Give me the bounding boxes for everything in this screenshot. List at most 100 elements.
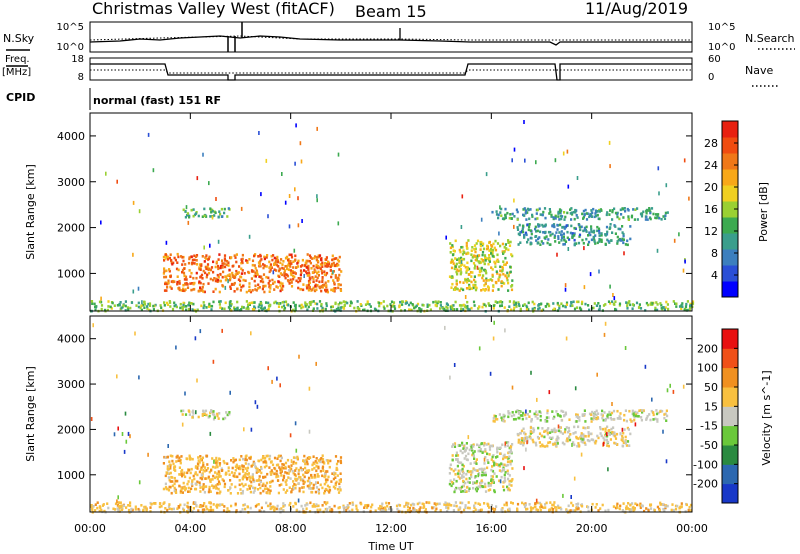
data-cell — [507, 410, 510, 413]
data-cell — [473, 504, 476, 508]
data-cell — [559, 426, 562, 429]
data-cell — [311, 463, 314, 467]
data-cell — [554, 240, 557, 243]
data-cell — [262, 280, 265, 284]
data-cell — [163, 259, 166, 262]
data-cell — [450, 467, 453, 471]
data-cell — [563, 430, 567, 434]
data-cell — [557, 504, 560, 508]
data-cell — [398, 504, 402, 507]
data-cell — [481, 451, 484, 454]
data-cell — [595, 413, 598, 417]
data-cell — [230, 471, 234, 474]
data-cell — [479, 481, 482, 485]
data-cell — [488, 249, 491, 252]
data-cell — [275, 263, 279, 267]
data-cell — [242, 465, 245, 468]
data-cell — [468, 283, 471, 287]
data-cell — [294, 483, 297, 487]
data-cell — [499, 304, 502, 308]
data-cell — [536, 208, 539, 212]
data-cell — [563, 227, 566, 230]
data-cell — [257, 479, 260, 482]
data-cell — [317, 274, 320, 277]
data-cell — [120, 504, 123, 507]
data-cell — [613, 441, 616, 445]
data-cell — [487, 484, 490, 488]
data-cell — [574, 509, 577, 512]
data-cell — [551, 410, 554, 413]
data-cell — [287, 268, 291, 271]
data-cell — [683, 158, 686, 163]
data-cell — [595, 439, 598, 443]
data-cell — [490, 458, 493, 461]
data-cell — [188, 301, 191, 305]
data-cell — [609, 209, 612, 212]
data-cell — [462, 479, 465, 483]
data-cell — [198, 280, 201, 283]
data-cell — [217, 239, 220, 244]
data-cell — [228, 473, 231, 476]
data-cell — [315, 258, 318, 262]
data-cell — [594, 212, 597, 215]
colorbar-swatch — [722, 121, 738, 138]
data-cell — [465, 442, 468, 445]
data-cell — [257, 261, 261, 264]
data-cell — [607, 440, 610, 444]
data-cell — [495, 259, 498, 263]
data-cell — [261, 277, 264, 281]
data-cell — [522, 437, 525, 440]
data-cell — [338, 273, 341, 277]
data-cell — [570, 300, 573, 304]
data-cell — [412, 508, 415, 512]
data-cell — [597, 302, 600, 305]
data-cell — [628, 444, 631, 447]
data-cell — [119, 501, 122, 504]
data-cell — [331, 472, 334, 475]
data-cell — [559, 223, 562, 227]
data-cell — [305, 284, 308, 287]
data-cell — [644, 309, 647, 312]
data-cell — [616, 242, 619, 245]
data-cell — [314, 275, 317, 278]
data-cell — [499, 300, 502, 303]
data-cell — [144, 505, 147, 509]
data-cell — [345, 509, 348, 512]
data-cell — [279, 289, 282, 293]
data-cell — [173, 476, 176, 480]
data-cell — [512, 309, 515, 312]
data-cell — [604, 430, 607, 433]
data-cell — [252, 270, 255, 273]
nave-label: Nave — [745, 64, 773, 77]
data-cell — [280, 483, 283, 486]
data-cell — [599, 238, 602, 242]
data-cell — [654, 216, 657, 220]
data-cell — [483, 284, 486, 287]
data-cell — [174, 303, 177, 307]
data-cell — [320, 457, 323, 460]
data-cell — [374, 308, 378, 312]
data-cell — [206, 463, 209, 466]
data-cell — [526, 240, 529, 244]
data-cell — [294, 308, 297, 312]
data-cell — [214, 466, 217, 469]
data-cell — [445, 502, 448, 506]
data-cell — [529, 506, 532, 509]
data-cell — [575, 214, 578, 217]
data-cell — [547, 230, 551, 234]
data-cell — [275, 285, 278, 288]
data-cell — [445, 506, 448, 509]
data-cell — [307, 283, 310, 287]
data-cell — [200, 466, 203, 469]
data-cell — [611, 231, 614, 234]
data-cell — [196, 176, 199, 181]
data-cell — [531, 307, 534, 311]
data-cell — [147, 132, 150, 137]
data-cell — [167, 467, 170, 471]
data-cell — [292, 462, 295, 465]
data-cell — [311, 468, 314, 471]
data-cell — [339, 456, 343, 459]
data-cell — [563, 211, 566, 214]
data-cell — [333, 282, 336, 286]
data-cell — [118, 507, 121, 510]
